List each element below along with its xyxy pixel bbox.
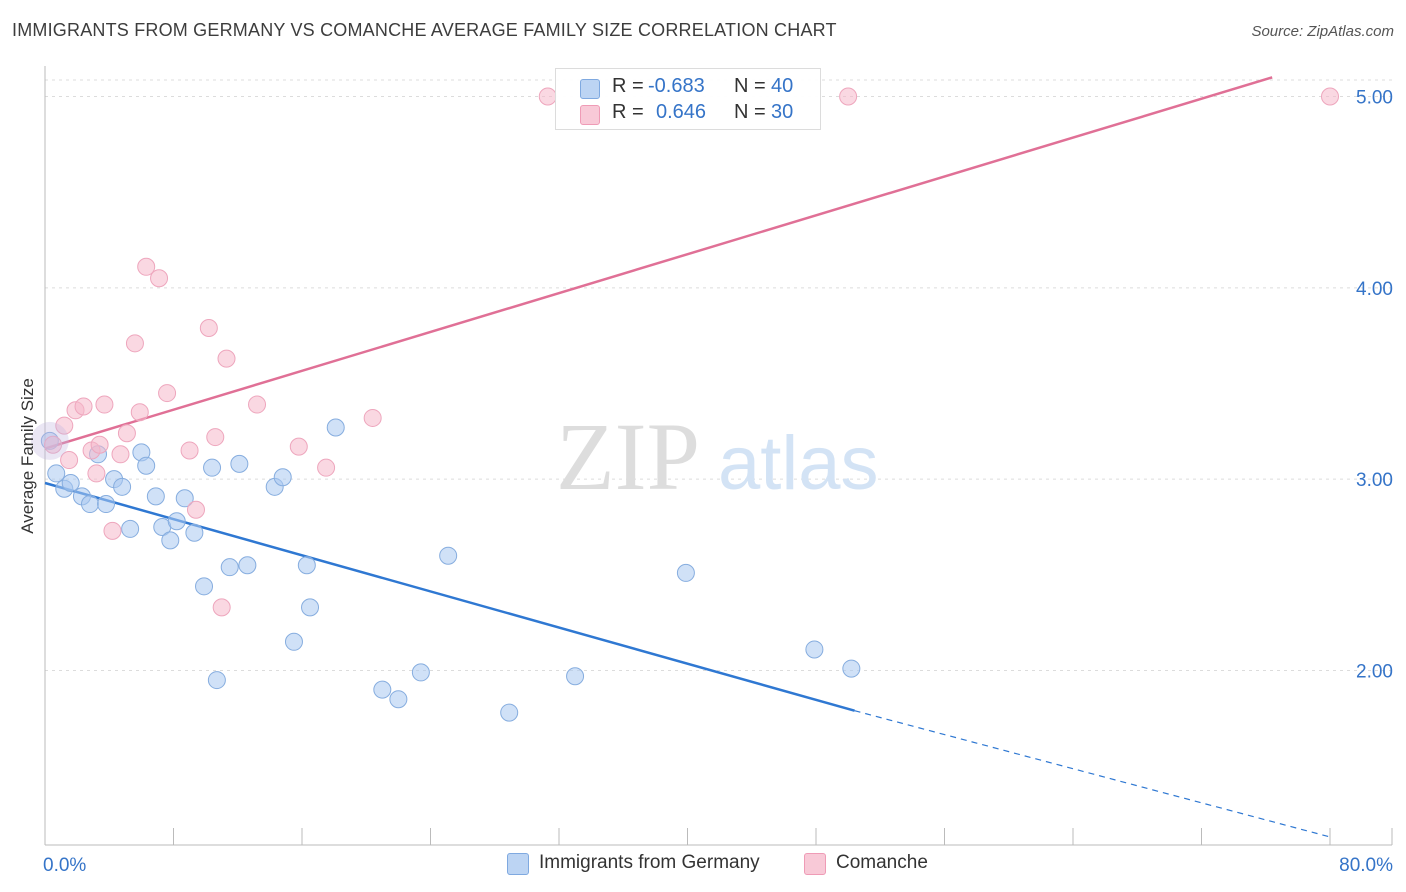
point-comanche xyxy=(289,437,308,456)
point-germany xyxy=(80,495,99,514)
point-comanche xyxy=(103,521,122,540)
point-germany xyxy=(805,640,824,659)
point-germany xyxy=(389,690,408,709)
point-comanche xyxy=(538,87,557,106)
x-tick-label: 80.0% xyxy=(1339,855,1393,876)
point-germany xyxy=(220,558,239,577)
x-tick-label: 0.0% xyxy=(43,855,86,876)
point-comanche xyxy=(60,451,79,470)
trendline-comanche xyxy=(44,76,1273,450)
point-germany xyxy=(326,418,345,437)
point-comanche xyxy=(186,500,205,519)
stats-n-value: 30 xyxy=(771,101,794,123)
source-label: Source: ZipAtlas.com xyxy=(1251,23,1394,40)
point-comanche xyxy=(199,319,218,338)
watermark-atlas: atlas xyxy=(718,421,879,506)
point-germany xyxy=(411,663,430,682)
stats-swatch-comanche xyxy=(580,105,600,125)
point-germany xyxy=(185,523,204,542)
point-germany xyxy=(301,598,320,617)
point-comanche xyxy=(1321,87,1339,106)
stats-swatch-germany xyxy=(580,79,600,99)
point-germany xyxy=(61,473,80,492)
point-comanche xyxy=(117,424,136,443)
point-germany xyxy=(373,680,392,699)
point-comanche xyxy=(74,397,93,416)
y-axis-label: Average Family Size xyxy=(18,378,37,534)
axes xyxy=(44,66,1393,846)
point-germany xyxy=(676,563,695,582)
watermark-zip: ZIP xyxy=(556,403,700,510)
point-comanche xyxy=(839,87,858,106)
legend-swatch-germany xyxy=(507,853,529,875)
point-germany xyxy=(284,632,303,651)
point-comanche xyxy=(130,403,149,422)
stats-n-label: N = xyxy=(734,75,766,97)
point-germany xyxy=(137,456,156,475)
point-germany xyxy=(297,556,316,575)
point-germany xyxy=(121,519,140,538)
trendline-germany xyxy=(44,481,855,712)
point-comanche xyxy=(180,441,199,460)
point-germany xyxy=(207,671,226,690)
point-germany xyxy=(439,546,458,565)
point-germany xyxy=(500,703,519,722)
stats-r-label: R = xyxy=(612,75,644,97)
point-germany xyxy=(167,512,186,531)
stats-box: R = -0.683 N = 40 R = 0.646 N = 30 xyxy=(555,68,821,130)
point-germany xyxy=(113,477,132,496)
legend-label-comanche: Comanche xyxy=(836,852,928,873)
point-comanche xyxy=(363,408,382,427)
gridlines xyxy=(45,79,1392,671)
point-comanche xyxy=(55,416,74,435)
y-tick-label: 5.00 xyxy=(1356,88,1393,109)
point-comanche xyxy=(212,598,231,617)
point-germany xyxy=(175,489,194,508)
data-points xyxy=(30,87,1339,722)
stats-n-value: 40 xyxy=(771,75,794,97)
point-comanche xyxy=(150,269,169,288)
point-germany xyxy=(230,454,249,473)
point-comanche xyxy=(217,349,236,368)
point-germany xyxy=(566,667,585,686)
point-comanche xyxy=(90,435,109,454)
point-germany xyxy=(842,659,861,678)
point-comanche xyxy=(137,257,156,276)
point-germany xyxy=(238,556,257,575)
point-germany xyxy=(47,464,66,483)
point-comanche xyxy=(248,395,267,414)
point-comanche xyxy=(317,458,336,477)
trendline-germany-extension xyxy=(854,710,1331,838)
watermark: ZIP atlas xyxy=(556,403,879,510)
point-germany xyxy=(203,458,222,477)
point-germany xyxy=(273,468,292,487)
stats-r-value: -0.683 xyxy=(648,75,705,97)
point-comanche xyxy=(44,435,63,454)
legend-swatch-comanche xyxy=(804,853,826,875)
tick-labels: 2.00 3.00 4.00 5.00 0.0% 80.0% xyxy=(43,88,1393,877)
point-germany xyxy=(161,531,180,550)
y-tick-label: 2.00 xyxy=(1356,662,1393,683)
chart-title: IMMIGRANTS FROM GERMANY VS COMANCHE AVER… xyxy=(12,20,837,40)
point-comanche xyxy=(125,334,144,353)
point-comanche xyxy=(95,395,114,414)
stats-n-label: N = xyxy=(734,101,766,123)
point-germany xyxy=(146,487,165,506)
point-comanche xyxy=(87,464,106,483)
point-comanche xyxy=(158,384,177,403)
y-tick-label: 3.00 xyxy=(1356,470,1393,491)
legend-label-germany: Immigrants from Germany xyxy=(539,852,760,873)
point-germany xyxy=(195,577,214,596)
point-germany xyxy=(97,495,116,514)
point-comanche xyxy=(111,445,130,464)
stats-r-label: R = xyxy=(612,101,644,123)
stats-r-value: 0.646 xyxy=(656,101,707,123)
point-cluster xyxy=(30,421,69,460)
y-tick-label: 4.00 xyxy=(1356,279,1393,300)
point-comanche xyxy=(206,428,225,447)
